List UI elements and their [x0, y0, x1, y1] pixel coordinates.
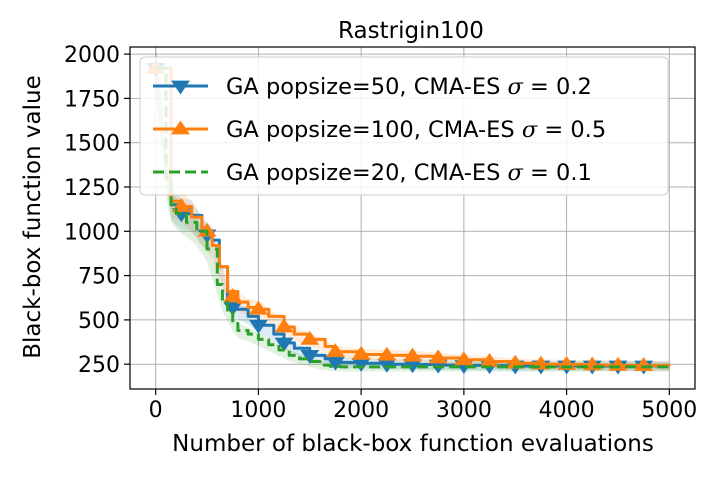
chart-title: Rastrigin100: [338, 18, 484, 44]
legend-label-ga-popsize-100-cma-es: GA popsize=100, CMA-ES σ = 0.5: [226, 117, 606, 143]
x-axis-label: Number of black-box function evaluations: [172, 431, 654, 457]
ga-popsize-100-cma-es-marker: [223, 288, 243, 303]
x-tick-label: 4000: [539, 398, 595, 423]
ga-popsize-50-cma-es-marker: [300, 349, 320, 364]
ga-popsize-100-cma-es-line: [155, 66, 671, 368]
legend-marker-ga-popsize-100-cma-es: [171, 120, 190, 135]
legend-label-ga-popsize-20-cma-es: GA popsize=20, CMA-ES σ = 0.1: [226, 160, 592, 186]
y-tick-label: 500: [78, 309, 120, 334]
x-tick-label: 2000: [333, 398, 389, 423]
ga-popsize-100-cma-es-marker: [274, 318, 294, 333]
ga-popsize-100-cma-es-marker: [454, 351, 474, 366]
plot-area-border: [129, 46, 696, 390]
plot-frame: [129, 46, 696, 390]
y-tick-label: 250: [78, 353, 120, 378]
ga-popsize-50-cma-es-marker: [274, 337, 294, 352]
y-tick-label: 1250: [64, 176, 120, 201]
y-axis-label: Black-box function value: [20, 75, 46, 359]
ga-popsize-100-cma-es-marker: [351, 345, 371, 360]
ga-popsize-50-cma-es-marker: [326, 356, 345, 371]
y-tick-label: 750: [78, 265, 120, 290]
legend-label-main: GA popsize=50, CMA-ES: [226, 74, 508, 100]
legend-label-value: = 0.1: [523, 160, 592, 186]
ga-popsize-100-cma-es-marker: [248, 300, 268, 315]
x-tick-label: 1000: [230, 398, 286, 423]
ga-popsize-100-cma-es-marker: [403, 347, 422, 362]
legend-label-sigma: σ: [522, 117, 538, 143]
x-tick-label: 5000: [641, 398, 697, 423]
legend-label-sigma: σ: [508, 160, 524, 186]
ga-popsize-20-cma-es-line: [155, 66, 670, 369]
ga-popsize-100-cma-es-marker: [326, 343, 345, 358]
legend-label-main: GA popsize=100, CMA-ES: [226, 117, 522, 143]
y-tick-label: 1750: [64, 87, 120, 112]
x-tick-label: 3000: [436, 398, 492, 423]
series-lines: [146, 59, 671, 375]
ga-popsize-50-cma-es-marker: [248, 319, 268, 334]
legend-label-value: = 0.5: [537, 117, 606, 143]
legend-label-sigma: σ: [508, 74, 524, 100]
y-tick-label: 2000: [64, 43, 120, 68]
y-tick-label: 1000: [64, 220, 120, 245]
legend-label-main: GA popsize=20, CMA-ES: [226, 160, 508, 186]
axis-ticks: 0 1000 2000 3000 4000 5000 250 500 750 1000 1250 15…: [64, 43, 697, 423]
legend: GA popsize=50, CMA-ES σ = 0.2GA popsize=…: [139, 56, 669, 196]
legend-label-ga-popsize-50-cma-es: GA popsize=50, CMA-ES σ = 0.2: [226, 74, 592, 100]
legend-box: [139, 56, 669, 196]
y-tick-label: 1500: [64, 132, 120, 157]
legend-label-value: = 0.2: [523, 74, 592, 100]
ga-popsize-100-cma-es-marker: [300, 330, 320, 345]
ga-popsize-100-cma-es-marker: [428, 349, 448, 364]
legend-marker-ga-popsize-50-cma-es: [171, 80, 190, 95]
x-tick-label: 0: [149, 398, 163, 423]
ga-popsize-100-cma-es-marker: [377, 346, 397, 361]
